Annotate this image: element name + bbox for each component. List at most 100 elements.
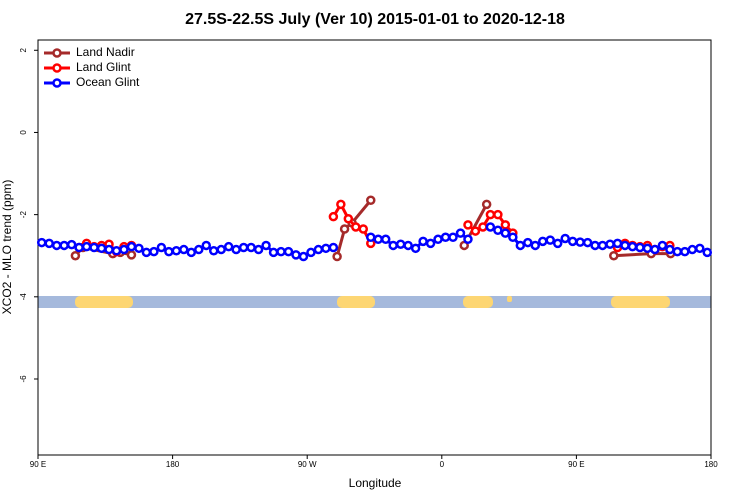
point <box>650 244 660 255</box>
point <box>268 247 279 258</box>
land-patch <box>337 296 375 308</box>
point <box>448 232 458 242</box>
point <box>208 246 219 256</box>
point <box>96 243 107 254</box>
point <box>141 247 152 258</box>
point <box>403 240 413 251</box>
point <box>321 243 331 254</box>
point <box>291 250 301 260</box>
point <box>89 242 99 253</box>
x-tick-label: 180 <box>166 460 180 469</box>
y-tick-label: 2 <box>19 47 28 52</box>
point <box>343 213 354 224</box>
land-patch <box>463 296 493 308</box>
point <box>418 236 428 247</box>
legend-label: Land Glint <box>76 60 131 74</box>
point <box>171 246 182 256</box>
point <box>508 232 518 242</box>
point <box>306 247 316 258</box>
x-tick-label: 90 E <box>568 460 584 469</box>
point <box>612 238 623 249</box>
point <box>119 244 129 255</box>
point <box>223 241 234 252</box>
point <box>44 238 54 249</box>
point <box>366 232 376 242</box>
point <box>81 241 92 252</box>
point <box>680 246 690 257</box>
x-tick-label: 0 <box>440 460 445 469</box>
point <box>481 199 492 210</box>
point <box>590 240 600 251</box>
point <box>70 250 81 261</box>
point <box>455 228 466 238</box>
point <box>298 251 309 262</box>
legend-marker <box>52 78 62 88</box>
land-patch <box>507 296 512 302</box>
point <box>582 237 593 248</box>
point <box>627 241 638 252</box>
point <box>134 243 144 254</box>
point <box>339 224 350 234</box>
point <box>493 225 503 235</box>
point <box>51 240 62 251</box>
point <box>201 240 211 251</box>
point <box>74 242 84 253</box>
point <box>552 238 563 249</box>
point <box>410 243 421 254</box>
point <box>463 220 473 230</box>
plot-frame <box>37 39 712 456</box>
point <box>463 234 473 245</box>
point <box>66 239 77 250</box>
point <box>36 237 47 248</box>
point <box>605 239 615 249</box>
point <box>575 237 585 247</box>
point <box>238 242 249 253</box>
point <box>493 209 503 220</box>
point <box>104 244 114 255</box>
point <box>328 211 339 222</box>
point <box>523 237 533 248</box>
point <box>530 240 541 251</box>
point <box>478 222 488 232</box>
point <box>313 244 324 255</box>
legend-marker <box>52 63 62 73</box>
point <box>609 250 619 261</box>
point <box>597 240 608 251</box>
land-mask <box>38 296 711 308</box>
point <box>567 236 578 247</box>
point <box>433 234 443 245</box>
point <box>635 242 645 253</box>
y-tick-label: -4 <box>19 293 28 301</box>
point <box>179 244 189 255</box>
point <box>253 244 264 255</box>
point <box>545 235 555 245</box>
land-patch <box>75 296 133 308</box>
point <box>388 240 398 251</box>
point <box>373 234 383 245</box>
point <box>246 242 256 253</box>
point <box>126 241 137 252</box>
point <box>261 240 271 251</box>
legend-marker <box>52 48 62 58</box>
point <box>283 246 294 257</box>
legend-label: Ocean Glint <box>76 75 140 89</box>
x-axis-label: Longitude <box>349 476 402 490</box>
point <box>276 246 286 257</box>
point <box>216 244 226 255</box>
point <box>425 238 436 249</box>
y-tick-label: 0 <box>19 130 28 135</box>
point <box>440 232 451 242</box>
point <box>485 222 496 232</box>
point <box>665 244 675 255</box>
chart-title: 27.5S-22.5S July (Ver 10) 2015-01-01 to … <box>185 11 565 28</box>
point <box>231 244 241 255</box>
point <box>672 246 683 257</box>
point <box>366 195 376 205</box>
point <box>111 246 122 256</box>
point <box>194 244 204 255</box>
point <box>620 240 630 251</box>
point <box>336 199 346 210</box>
y-axis-label: XCO2 - MLO trend (ppm) <box>0 180 14 315</box>
point <box>515 240 526 251</box>
